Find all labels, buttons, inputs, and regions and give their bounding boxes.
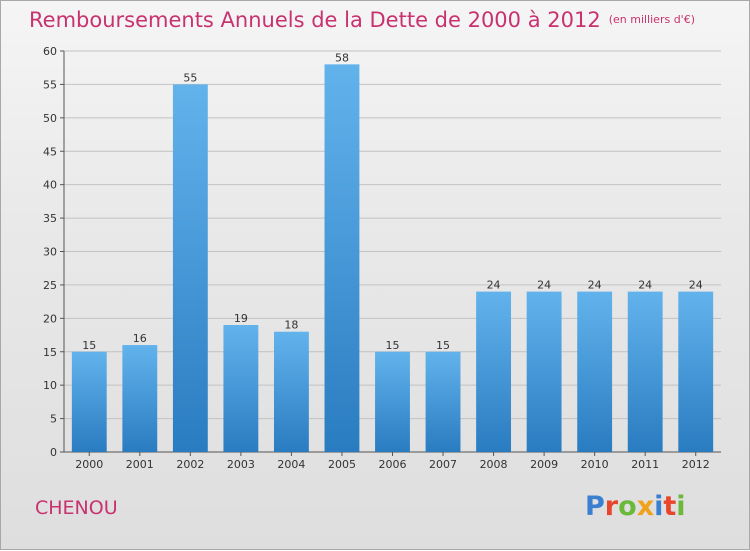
x-tick-label: 2006 (379, 458, 407, 471)
data-label: 15 (82, 339, 96, 352)
data-label: 18 (284, 319, 298, 332)
data-label: 58 (335, 51, 349, 64)
x-tick-label: 2002 (176, 458, 204, 471)
bars (71, 64, 714, 453)
y-tick-label: 20 (43, 312, 57, 325)
bar-2007 (425, 351, 461, 452)
bar-2011 (627, 291, 663, 452)
tick-labels: 0 5 10 15 20 25 30 35 40 45 50 55 60 2000 2001 2002 2003… (43, 45, 710, 471)
y-tick-label: 45 (43, 145, 57, 158)
x-tick-label: 2004 (277, 458, 305, 471)
bar-2005 (324, 64, 360, 452)
chart-title: Remboursements Annuels de la Dette de 20… (29, 8, 695, 32)
x-tick-label: 2001 (126, 458, 154, 471)
x-tick-label: 2003 (227, 458, 255, 471)
logo-letter: i (654, 491, 663, 522)
data-label: 55 (183, 71, 197, 84)
chart-unit: (en milliers d'€) (608, 13, 695, 26)
data-label: 16 (133, 332, 147, 345)
x-tick-label: 2000 (75, 458, 103, 471)
x-tick-label: 2008 (480, 458, 508, 471)
data-label: 24 (638, 279, 652, 292)
proxiti-logo: Proxiti (585, 491, 686, 522)
bar-2006 (375, 351, 410, 452)
bar-2003 (223, 325, 259, 452)
logo-letter: o (618, 491, 637, 522)
data-label: 24 (487, 279, 501, 292)
logo-letter: r (605, 491, 619, 522)
logo-letter: P (585, 491, 605, 522)
place-name: CHENOU (35, 497, 118, 519)
y-tick-label: 35 (43, 212, 57, 225)
y-tick-label: 40 (43, 179, 57, 192)
x-tick-label: 2012 (682, 458, 710, 471)
bar-2012 (678, 291, 714, 452)
data-label: 15 (436, 339, 450, 352)
bar-2009 (526, 291, 562, 452)
data-label: 24 (537, 279, 551, 292)
bar-2008 (476, 291, 512, 452)
y-tick-label: 25 (43, 279, 57, 292)
y-tick-label: 15 (43, 346, 57, 359)
bar-2010 (577, 291, 613, 452)
logo-letter: t (663, 491, 676, 522)
logo-letter: x (637, 491, 654, 522)
data-label: 24 (588, 279, 602, 292)
y-tick-label: 5 (50, 413, 57, 426)
bar-2004 (273, 331, 309, 452)
y-tick-label: 55 (43, 78, 57, 91)
svg-text:Proxiti: Proxiti (585, 491, 686, 522)
y-tick-label: 30 (43, 246, 57, 259)
data-labels: 15 16 55 19 18 58 15 15 24 24 24 24 24 (82, 51, 702, 351)
y-tick-label: 50 (43, 112, 57, 125)
x-tick-label: 2007 (429, 458, 457, 471)
y-tick-label: 0 (50, 446, 57, 459)
data-label: 19 (234, 312, 248, 325)
x-tick-label: 2011 (631, 458, 659, 471)
bar-2001 (122, 345, 158, 452)
bar-2000 (71, 351, 107, 452)
bar-2002 (172, 84, 208, 453)
x-tick-label: 2010 (581, 458, 609, 471)
x-tick-label: 2009 (530, 458, 558, 471)
y-tick-label: 60 (43, 45, 57, 58)
y-tick-label: 10 (43, 379, 57, 392)
x-tick-label: 2005 (328, 458, 356, 471)
logo-letter: i (676, 491, 685, 522)
data-label: 15 (386, 339, 400, 352)
chart-title-text: Remboursements Annuels de la Dette de 20… (29, 8, 601, 32)
data-label: 24 (689, 279, 703, 292)
